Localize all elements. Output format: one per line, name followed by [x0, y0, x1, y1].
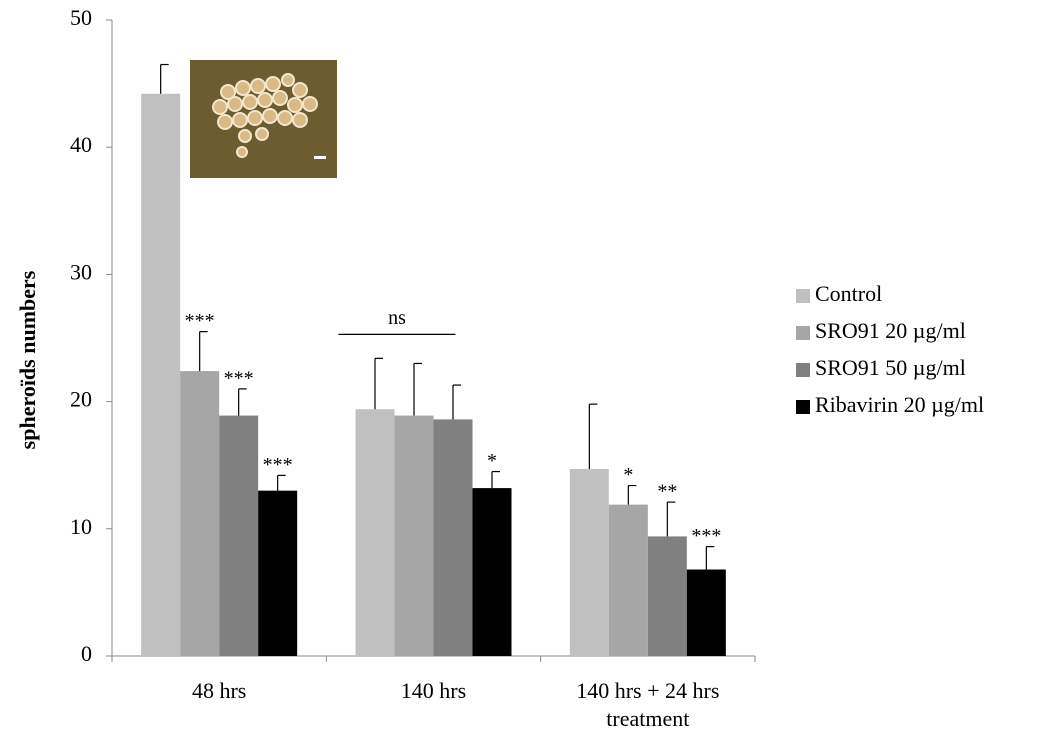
- bar: [258, 490, 298, 656]
- legend-label: SRO91 50 µg/ml: [815, 355, 966, 380]
- bar: [355, 409, 395, 656]
- bar: [141, 93, 181, 656]
- bar: [394, 415, 434, 656]
- bar: [180, 371, 220, 656]
- y-tick-label: 0: [81, 641, 92, 666]
- significance-label: *: [487, 450, 497, 472]
- legend-label: Ribavirin 20 µg/ml: [815, 392, 984, 417]
- x-tick-label: 48 hrs: [191, 678, 247, 703]
- annotation: ns: [388, 307, 406, 329]
- y-tick-label: 50: [70, 5, 92, 30]
- significance-label: ***: [263, 454, 293, 476]
- legend-swatch: [796, 363, 810, 377]
- y-axis-title: spheroïds numbers: [15, 270, 40, 449]
- y-tick-label: 30: [70, 259, 92, 284]
- x-tick-label: 140 hrs + 24 hrs treatment: [576, 678, 720, 731]
- y-tick-label: 20: [70, 387, 92, 412]
- legend-swatch: [796, 289, 810, 303]
- significance-label: ***: [691, 525, 721, 547]
- bar: [472, 488, 512, 656]
- significance-label: *: [623, 464, 633, 486]
- x-tick-label: 140 hrs: [400, 678, 467, 703]
- legend-swatch: [796, 400, 810, 414]
- bar: [569, 469, 609, 656]
- y-tick-label: 10: [70, 514, 92, 539]
- legend-swatch: [796, 326, 810, 340]
- significance-label: ***: [224, 367, 254, 389]
- bar: [686, 569, 726, 656]
- bar: [608, 504, 648, 656]
- y-tick-label: 40: [70, 132, 92, 157]
- inset-image: [190, 60, 337, 178]
- legend-label: Control: [815, 281, 882, 306]
- bar: [433, 419, 473, 656]
- bar: [647, 536, 687, 656]
- significance-label: ***: [185, 310, 215, 332]
- legend-label: SRO91 20 µg/ml: [815, 318, 966, 343]
- significance-label: **: [657, 481, 677, 503]
- bar: [219, 415, 259, 656]
